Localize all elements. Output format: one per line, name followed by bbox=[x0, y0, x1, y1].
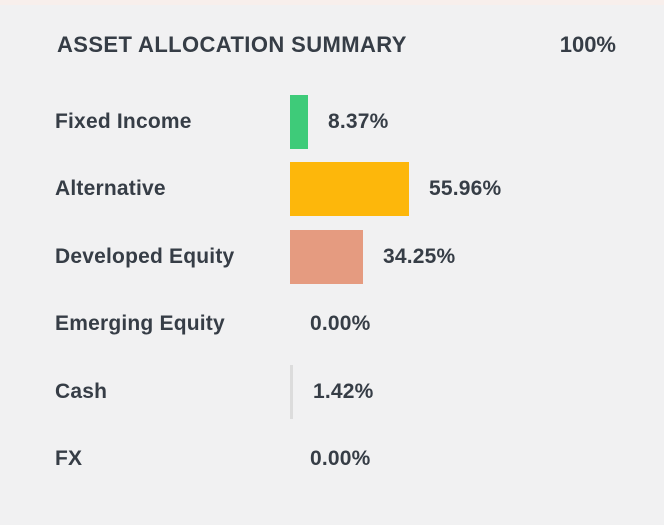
page-title: ASSET ALLOCATION SUMMARY bbox=[57, 32, 407, 57]
allocation-bar bbox=[290, 94, 308, 149]
row-label: Cash bbox=[55, 379, 108, 403]
allocation-row-fixed-income: Fixed Income 8.37% bbox=[0, 88, 664, 156]
total-percentage: 100% bbox=[559, 32, 616, 57]
allocation-bar bbox=[290, 162, 409, 217]
value-label: 55.96% bbox=[429, 177, 502, 201]
allocation-row-emerging-equity: Emerging Equity 0.00% bbox=[0, 291, 664, 359]
row-label: Fixed Income bbox=[55, 109, 192, 133]
value-label: 8.37% bbox=[328, 109, 389, 133]
value-label: 34.25% bbox=[383, 244, 456, 268]
top-accent-strip bbox=[0, 0, 664, 5]
row-label: Emerging Equity bbox=[55, 312, 225, 336]
allocation-bar bbox=[290, 229, 363, 284]
allocation-bar bbox=[290, 364, 293, 419]
summary-header: ASSET ALLOCATION SUMMARY 100% bbox=[0, 5, 664, 58]
allocation-row-alternative: Alternative 55.96% bbox=[0, 156, 664, 224]
row-label: FX bbox=[55, 447, 83, 471]
allocation-row-fx: FX 0.00% bbox=[0, 426, 664, 494]
value-label: 1.42% bbox=[313, 379, 374, 403]
row-label: Alternative bbox=[55, 177, 166, 201]
allocation-row-developed-equity: Developed Equity 34.25% bbox=[0, 223, 664, 291]
allocation-bar-chart: Fixed Income 8.37% Alternative 55.96% De… bbox=[0, 88, 664, 493]
value-label: 0.00% bbox=[310, 447, 371, 471]
value-label: 0.00% bbox=[310, 312, 371, 336]
allocation-row-cash: Cash 1.42% bbox=[0, 358, 664, 426]
row-label: Developed Equity bbox=[55, 244, 235, 268]
